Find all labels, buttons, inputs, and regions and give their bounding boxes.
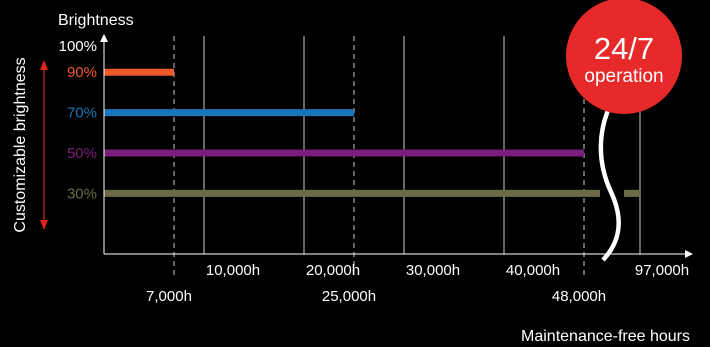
brightness-label-50: 50%: [67, 145, 97, 162]
customizable-brightness-arrow: [40, 60, 48, 230]
x-marker-label-2: 48,000h: [552, 288, 606, 305]
x-tick-label-4: 97,000h: [635, 262, 689, 279]
y-side-label: Customizable brightness: [12, 57, 29, 232]
x-tick-label-3: 40,000h: [506, 262, 560, 279]
x-marker-label-0: 7,000h: [146, 288, 192, 305]
y-axis-top-label: 100%: [59, 38, 97, 55]
x-tick-label-1: 20,000h: [306, 262, 360, 279]
axis-break-mark: [598, 96, 624, 262]
x-axis-title: Maintenance-free hours: [521, 328, 690, 345]
axis-layer: [100, 34, 693, 258]
badge-line2: operation: [584, 66, 663, 87]
x-tick-label-0: 10,000h: [206, 262, 260, 279]
badge-circle: [566, 0, 682, 114]
brightness-label-30: 30%: [67, 185, 97, 202]
brightness-arrow-up-head: [40, 60, 48, 70]
x-marker-label-1: 25,000h: [322, 288, 376, 305]
y-axis-arrowhead: [100, 34, 108, 42]
operation-badge: 24/7 operation: [566, 0, 682, 114]
label-layer: Brightness 100% Customizable brightness …: [12, 12, 690, 345]
x-tick-label-2: 30,000h: [406, 262, 460, 279]
brightness-label-70: 70%: [67, 105, 97, 122]
brightness-label-90: 90%: [67, 64, 97, 81]
x-axis-arrowhead: [685, 250, 693, 258]
axis-break-curve: [598, 96, 621, 262]
badge-line1: 24/7: [594, 31, 654, 66]
bar-layer: [104, 68, 640, 197]
y-axis-title: Brightness: [58, 12, 134, 29]
brightness-arrow-down-head: [40, 220, 48, 230]
